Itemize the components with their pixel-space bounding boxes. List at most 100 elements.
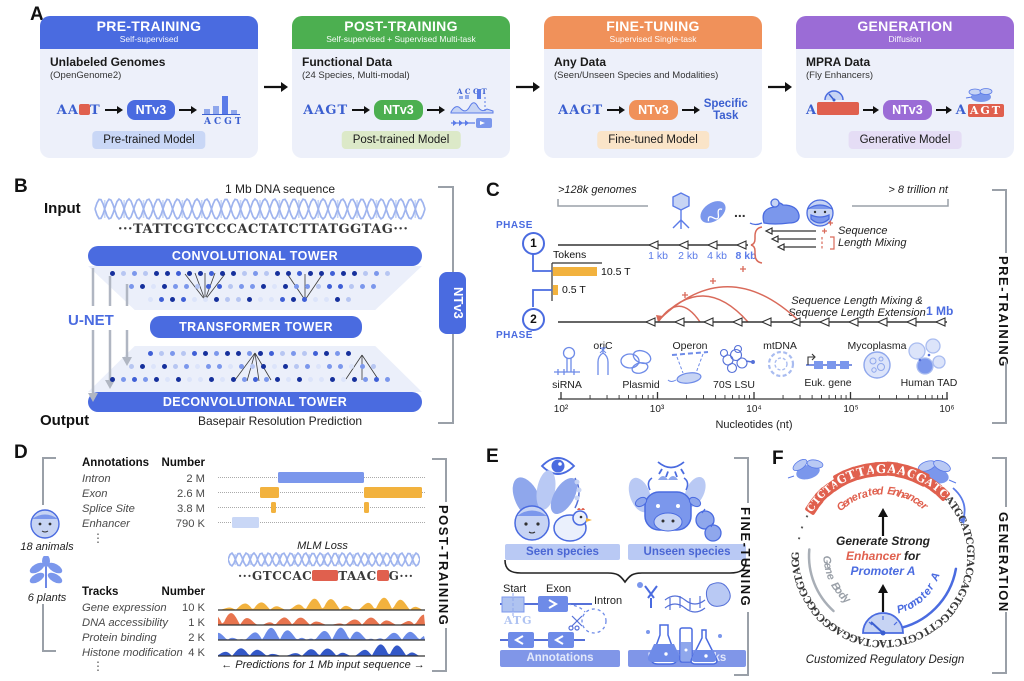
ntv3-model-chip: NTv3 [374,100,423,120]
data-title: Unlabeled Genomes [50,55,166,69]
feature-dot [374,271,379,276]
kb-tick-label: 8 kb [735,250,757,262]
stage-arrow-icon [516,82,540,92]
feature-dot [206,364,211,369]
feature-dot [335,351,340,356]
phase-label: PHASE [496,330,533,341]
feature-dot [228,364,233,369]
feature-dot [239,364,244,369]
finetuning-vertical-label: FINE-TUNING [738,507,753,608]
feature-dot [184,284,189,289]
table-row-label: Protein binding [82,632,157,644]
data-subtitle: (24 Species, Multi-modal) [302,70,410,81]
feature-dot [313,351,318,356]
euk-gene-icon [806,353,852,369]
ellipsis-icon: ... [734,204,746,220]
70s-lsu-icon [719,344,755,374]
feature-dot [162,364,167,369]
bracket-line [734,457,748,459]
icon-label-human-tad: Human TAD [900,377,958,389]
data-subtitle: (Seen/Unseen Species and Modalities) [554,70,719,81]
feature-dot [261,284,266,289]
feature-dot [129,284,134,289]
table-row-value: 790 K [175,518,205,530]
feature-dot [385,271,390,276]
axis-tick: 10⁵ [843,404,859,415]
enhancer-annotation-track [218,517,425,529]
feature-dot [280,351,285,356]
feature-dot [154,271,159,276]
feature-dot [181,297,186,302]
table-row-value: 2.6 M [177,488,205,500]
axis-tick: 10² [553,404,569,415]
card-subtitle: Diffusion [888,34,922,44]
bracket-line [992,189,1006,191]
arrow-icon [863,106,880,114]
predictions-caption: ← Predictions for 1 Mb input sequence → [221,659,425,671]
feature-dot [162,284,167,289]
masked-token [78,103,90,115]
axis-tick: 10⁶ [939,404,955,415]
masked-sequence-text: ···GTCCAC TAAC G··· [238,569,414,583]
feature-dot [341,377,346,382]
feature-dot [151,364,156,369]
feature-dot [231,271,236,276]
bracket-line [734,674,748,676]
icon-label-70s-lsu: 70S LSU [712,379,756,391]
bracket-line [1005,612,1007,674]
bracket-line [432,670,446,672]
data-subtitle: (Fly Enhancers) [806,70,874,81]
feature-dot [283,284,288,289]
table-row-label: Gene expression [82,602,167,614]
feature-dot [187,271,192,276]
feature-dot [121,377,126,382]
feature-dot [294,364,299,369]
feature-dot [264,271,269,276]
strength-gauge-icon [862,612,904,636]
feature-dot [225,351,230,356]
feature-dot [258,297,263,302]
sirna-icon [554,346,580,375]
feature-dot [110,271,115,276]
bracket-line [432,458,446,460]
feature-dot [302,297,307,302]
panel-f-caption: Customized Regulatory Design [805,654,965,666]
feature-dot [187,377,192,382]
diffusion-arrow [952,487,966,521]
feature-dot [148,351,153,356]
data-title: Functional Data [302,55,393,69]
intron-annotation-track [218,472,425,484]
human-face-icon [806,199,834,227]
feature-dot [242,377,247,382]
nt-bracket-line [852,199,949,207]
feature-dot [275,377,280,382]
ellipsis: ⋮ [92,531,104,545]
bracket-line [445,628,447,672]
feature-dot [154,377,159,382]
kb-tick-label: 2 kb [678,250,698,262]
feature-dot [360,364,365,369]
feature-dot [313,297,318,302]
feature-dot [330,377,335,382]
panel-b-label: B [14,176,28,197]
grouping-brace [504,559,747,584]
human-tad-icon [908,338,946,375]
nucleotide-probability-barchart: ACGT [202,96,241,127]
feature-dot [159,297,164,302]
feature-dot [297,377,302,382]
feature-dot [324,351,329,356]
ntv3-model-chip: NTv3 [629,100,678,120]
ring-character: · [794,521,810,532]
feature-dot [214,351,219,356]
model-stage-badge: Post-trained Model [341,131,461,149]
table-row-value: 2 M [186,473,205,485]
model-stage-badge: Generative Model [848,131,962,149]
svg-text:ACGT: ACGT [456,87,489,96]
input-sequence-title: 1 Mb DNA sequence [224,182,336,196]
ntv3-model-chip: NTv3 [126,100,176,120]
icon-label-mtdna: mtDNA [763,340,797,352]
feature-dot [165,377,170,382]
sequence-length-mixing-label: Sequence Length Mixing [838,225,907,249]
bracket-line [42,457,56,459]
